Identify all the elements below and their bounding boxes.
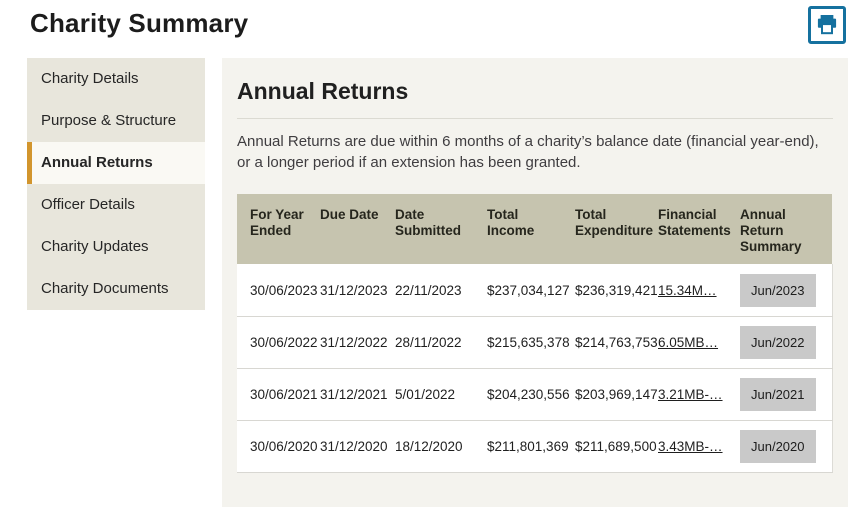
column-header-total-income: Total Income bbox=[487, 194, 575, 265]
sidebar-item-annual-returns[interactable]: Annual Returns bbox=[27, 142, 205, 184]
table-row: 30/06/2022 31/12/2022 28/11/2022 $215,635,3… bbox=[237, 316, 833, 369]
financial-statements-link[interactable]: 6.05MB… bbox=[658, 334, 719, 350]
header-bar: Charity Summary bbox=[0, 0, 864, 58]
column-header-due-date: Due Date bbox=[320, 194, 395, 265]
printer-icon bbox=[816, 15, 838, 35]
column-header-annual-return-summary: Annual Return Summary bbox=[740, 194, 832, 265]
financial-statements-link[interactable]: 3.21MB-… bbox=[658, 386, 723, 402]
cell-total-income: $211,801,369 bbox=[487, 420, 575, 473]
section-heading: Annual Returns bbox=[237, 78, 409, 104]
table-row: 30/06/2023 31/12/2023 22/11/2023 $237,034,1… bbox=[237, 264, 833, 317]
column-header-financial-statements: Financial Statements bbox=[658, 194, 740, 265]
section-description: Annual Returns are due within 6 months o… bbox=[237, 133, 819, 171]
print-button[interactable] bbox=[808, 6, 846, 44]
main-panel: Annual Returns Annual Returns are due wi… bbox=[222, 58, 848, 507]
cell-annual-return-summary: Jun/2021 bbox=[740, 368, 833, 421]
cell-date-submitted: 22/11/2023 bbox=[395, 264, 487, 317]
content-layout: Charity Details Purpose & Structure Annual… bbox=[0, 58, 864, 507]
cell-date-submitted: 28/11/2022 bbox=[395, 316, 487, 369]
cell-total-income: $215,635,378 bbox=[487, 316, 575, 369]
sidebar-item-purpose-structure[interactable]: Purpose & Structure bbox=[41, 112, 177, 129]
sidebar-item-charity-details[interactable]: Charity Details bbox=[41, 70, 139, 87]
cell-due-date: 31/12/2021 bbox=[320, 368, 395, 421]
cell-date-submitted: 5/01/2022 bbox=[395, 368, 487, 421]
annual-return-summary-button[interactable]: Jun/2022 bbox=[740, 325, 816, 359]
financial-statements-link[interactable]: 15.34M… bbox=[658, 282, 717, 298]
cell-financial-statements: 15.34M… bbox=[658, 264, 740, 317]
page-title: Charity Summary bbox=[30, 8, 249, 38]
financial-statements-link[interactable]: 3.43MB-… bbox=[658, 438, 723, 454]
cell-for-year-ended: 30/06/2021 bbox=[237, 368, 320, 421]
sidebar-item-officer-details[interactable]: Officer Details bbox=[41, 196, 135, 213]
table-body: 30/06/2023 31/12/2023 22/11/2023 $237,034,1… bbox=[237, 264, 833, 473]
cell-total-expenditure: $203,969,147 bbox=[575, 368, 658, 421]
table-header-row: For Year Ended Due Date Date Submitted Tota… bbox=[237, 194, 832, 265]
cell-date-submitted: 18/12/2020 bbox=[395, 420, 487, 473]
sidebar-item-charity-documents[interactable]: Charity Documents bbox=[41, 280, 169, 297]
cell-total-expenditure: $236,319,421 bbox=[575, 264, 658, 317]
heading-divider bbox=[237, 118, 833, 119]
cell-financial-statements: 3.43MB-… bbox=[658, 420, 740, 473]
annual-return-summary-button[interactable]: Jun/2023 bbox=[740, 273, 816, 307]
column-header-date-submitted: Date Submitted bbox=[395, 194, 487, 265]
sidebar-item-charity-updates[interactable]: Charity Updates bbox=[41, 238, 149, 255]
cell-for-year-ended: 30/06/2020 bbox=[237, 420, 320, 473]
column-header-for-year-ended: For Year Ended bbox=[237, 194, 320, 265]
cell-financial-statements: 3.21MB-… bbox=[658, 368, 740, 421]
sidebar: Charity Details Purpose & Structure Annual… bbox=[27, 58, 205, 310]
column-header-total-expenditure: Total Expenditure bbox=[575, 194, 658, 265]
cell-due-date: 31/12/2023 bbox=[320, 264, 395, 317]
annual-returns-table: For Year Ended Due Date Date Submitted Tota… bbox=[237, 194, 833, 473]
cell-annual-return-summary: Jun/2022 bbox=[740, 316, 833, 369]
cell-due-date: 31/12/2020 bbox=[320, 420, 395, 473]
cell-total-expenditure: $211,689,500 bbox=[575, 420, 658, 473]
cell-total-income: $204,230,556 bbox=[487, 368, 575, 421]
cell-total-income: $237,034,127 bbox=[487, 264, 575, 317]
cell-due-date: 31/12/2022 bbox=[320, 316, 395, 369]
cell-financial-statements: 6.05MB… bbox=[658, 316, 740, 369]
cell-for-year-ended: 30/06/2022 bbox=[237, 316, 320, 369]
cell-annual-return-summary: Jun/2023 bbox=[740, 264, 833, 317]
cell-total-expenditure: $214,763,753 bbox=[575, 316, 658, 369]
cell-for-year-ended: 30/06/2023 bbox=[237, 264, 320, 317]
cell-annual-return-summary: Jun/2020 bbox=[740, 420, 833, 473]
annual-return-summary-button[interactable]: Jun/2021 bbox=[740, 377, 816, 411]
annual-return-summary-button[interactable]: Jun/2020 bbox=[740, 429, 816, 463]
table-row: 30/06/2020 31/12/2020 18/12/2020 $211,801,3… bbox=[237, 420, 833, 473]
table-row: 30/06/2021 31/12/2021 5/01/2022 $204,230,55… bbox=[237, 368, 833, 421]
